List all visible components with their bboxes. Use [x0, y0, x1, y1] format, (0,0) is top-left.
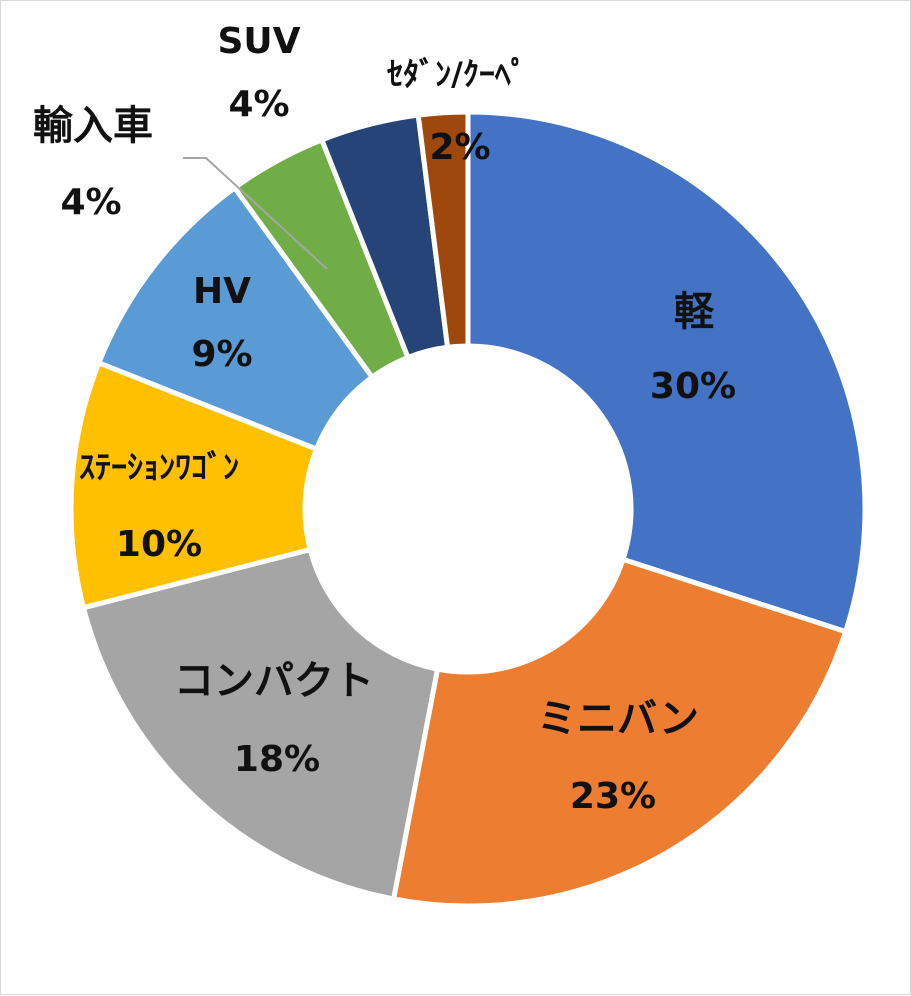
category-label-kei: 軽	[674, 289, 715, 335]
leader-line-imported	[183, 157, 328, 270]
value-label-sedan-coupe: 2%	[429, 127, 490, 168]
value-label-suv: 4%	[228, 84, 289, 125]
slice-station-wagon	[68, 360, 319, 611]
slice-sedan-coupe	[415, 109, 471, 350]
slice-kei	[465, 109, 868, 635]
value-label-imported: 4%	[60, 182, 121, 223]
value-label-minivan: 23%	[570, 776, 656, 817]
category-label-minivan: ミニバン	[537, 696, 699, 742]
category-label-sedan-coupe: ｾﾀﾞﾝ/ｸｰﾍﾟ	[386, 55, 527, 93]
slice-minivan	[391, 556, 849, 909]
slice-hv	[96, 185, 375, 452]
category-label-station-wagon: ｽﾃｰｼｮﾝﾜｺﾞﾝ	[79, 448, 239, 486]
value-label-compact: 18%	[234, 739, 320, 780]
category-label-imported: 輸入車	[33, 103, 153, 149]
category-label-compact: コンパクト	[174, 658, 374, 704]
slice-compact	[80, 547, 440, 902]
category-label-hv: HV	[193, 271, 251, 312]
value-label-kei: 30%	[650, 366, 736, 407]
value-label-hv: 9%	[191, 334, 252, 375]
value-label-station-wagon: 10%	[116, 524, 202, 565]
category-label-suv: SUV	[217, 21, 300, 62]
